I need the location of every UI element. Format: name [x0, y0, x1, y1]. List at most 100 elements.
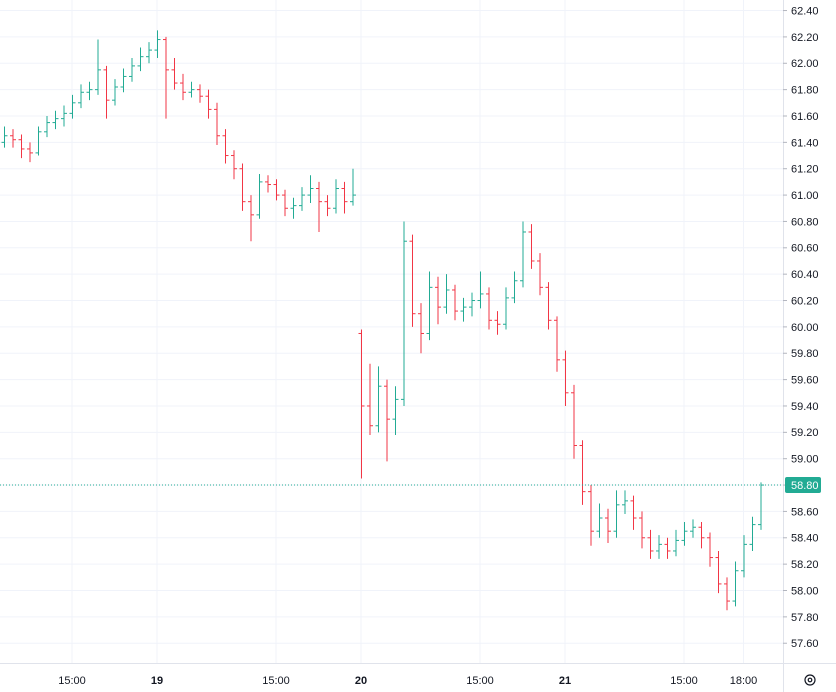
x-tick-label: 18:00 [730, 675, 758, 687]
ohlc-bar [749, 516, 756, 551]
ohlc-bar [656, 535, 662, 559]
settings-icon-center [807, 677, 813, 683]
y-tick-label: 57.80 [791, 612, 819, 624]
ohlc-bar [452, 284, 458, 321]
ohlc-bar [239, 163, 246, 211]
ohlc-bar [418, 303, 424, 354]
x-tick-label: 15:00 [670, 675, 698, 687]
y-tick-label: 59.60 [791, 375, 819, 387]
ohlc-bar [528, 224, 535, 269]
ohlc-bar [613, 490, 620, 538]
ohlc-bar [503, 287, 509, 330]
ohlc-bar [664, 537, 671, 559]
ohlc-bar [758, 482, 764, 530]
ohlc-bar [205, 89, 212, 119]
ohlc-bar [1, 126, 8, 148]
ohlc-bar [426, 271, 433, 341]
ohlc-bar [571, 384, 577, 459]
ohlc-bar [307, 175, 314, 203]
ohlc-bar [375, 366, 382, 433]
ohlc-bar [231, 150, 237, 180]
ohlc-bar [486, 287, 492, 330]
y-tick-label: 59.40 [791, 401, 819, 413]
ohlc-bar [163, 36, 169, 119]
ohlc-bar [554, 316, 560, 372]
ohlc-bar [78, 84, 84, 109]
x-tick-label: 21 [559, 675, 571, 687]
ohlc-bar [409, 234, 416, 327]
ohlc-bar [137, 47, 144, 72]
settings-button[interactable] [804, 674, 816, 686]
ohlc-bar [562, 350, 569, 406]
ohlc-bar [460, 297, 467, 322]
ohlc-bar [605, 508, 611, 544]
ohlc-bar [69, 94, 76, 119]
ohlc-bar [341, 181, 348, 214]
ohlc-bar [129, 57, 135, 82]
ohlc-bar [579, 440, 586, 505]
y-tick-label: 59.80 [791, 348, 819, 360]
y-tick-label: 61.60 [791, 111, 819, 123]
y-tick-label: 59.00 [791, 454, 819, 466]
y-tick-label: 61.40 [791, 137, 819, 149]
y-tick-label: 58.60 [791, 506, 819, 518]
y-tick-label: 60.20 [791, 295, 819, 307]
ohlc-bar [222, 129, 229, 164]
y-tick-label: 57.60 [791, 638, 819, 650]
x-tick-label: 19 [151, 675, 163, 687]
ohlc-bar [171, 57, 178, 90]
x-tick-label: 15:00 [466, 675, 494, 687]
y-tick-label: 60.60 [791, 243, 819, 255]
ohlc-bar [154, 30, 161, 58]
ohlc-bar [350, 168, 356, 206]
y-tick-label: 58.40 [791, 533, 819, 545]
ohlc-bar [384, 379, 390, 462]
ohlc-bar [299, 187, 305, 211]
ohlc-bar [18, 134, 25, 159]
y-tick-label: 58.20 [791, 559, 819, 571]
ohlc-bar [520, 221, 526, 288]
ohlc-bar [10, 129, 16, 148]
ohlc-bar [511, 271, 518, 304]
ohlc-bar [741, 535, 747, 578]
ohlc-bar [537, 253, 543, 296]
ohlc-bar [358, 329, 365, 479]
last-price-badge [785, 477, 821, 494]
ohlc-bar [435, 276, 441, 325]
ohlc-bar [52, 110, 59, 130]
ohlc-bar [681, 521, 688, 546]
ohlc-bar [443, 274, 450, 314]
ohlc-bar [282, 189, 288, 217]
ohlc-bar [265, 175, 271, 193]
settings-icon [804, 674, 816, 686]
ohlc-bar [707, 532, 713, 567]
ohlc-bar [596, 503, 603, 538]
x-tick-label: 15:00 [58, 675, 86, 687]
ohlc-bar [44, 115, 50, 138]
ohlc-bar [494, 311, 501, 335]
ohlc-bar [120, 68, 127, 93]
ohlc-bar [647, 529, 654, 559]
ohlc-bar [256, 173, 263, 219]
y-tick-label: 58.00 [791, 585, 819, 597]
y-tick-label: 60.00 [791, 322, 819, 334]
ohlc-bar [732, 561, 739, 607]
ohlc-bar [622, 490, 628, 515]
y-tick-label: 62.40 [791, 5, 819, 17]
ohlc-bar [95, 39, 101, 95]
y-tick-label: 60.80 [791, 216, 819, 228]
y-tick-label: 62.00 [791, 58, 819, 70]
ohlc-bar [86, 81, 93, 101]
y-tick-label: 59.20 [791, 427, 819, 439]
ohlc-bar [630, 495, 637, 530]
ohlc-bar [673, 529, 679, 557]
x-tick-label: 15:00 [262, 675, 290, 687]
y-tick-label: 60.40 [791, 269, 819, 281]
ohlc-bar [214, 102, 220, 145]
ohlc-bar [290, 197, 297, 219]
y-tick-label: 62.20 [791, 32, 819, 44]
y-tick-label: 61.00 [791, 190, 819, 202]
ohlc-bar [469, 292, 475, 317]
